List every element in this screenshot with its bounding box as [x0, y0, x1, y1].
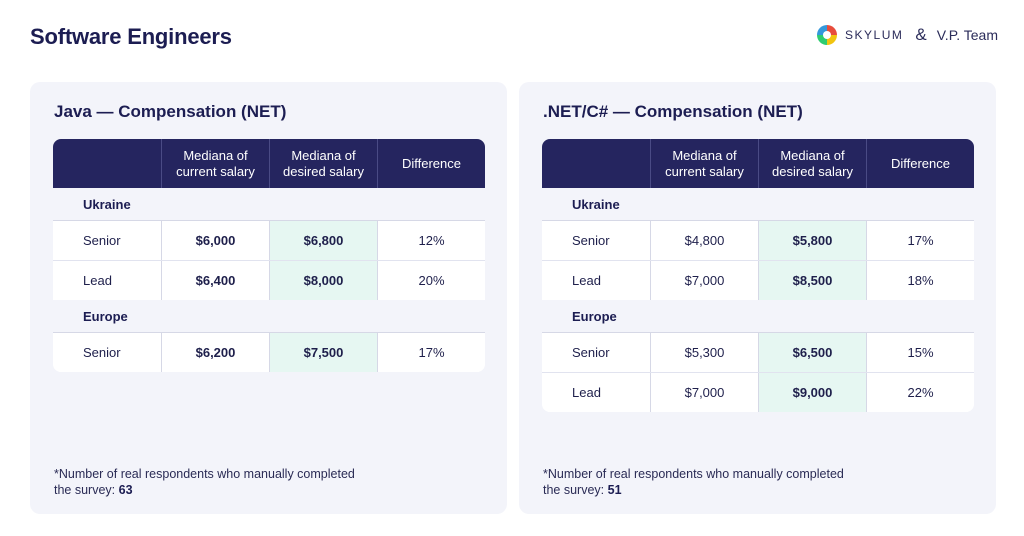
- table-header: Mediana of current salary Mediana of des…: [53, 139, 485, 188]
- table-row: Lead $7,000 $9,000 22%: [542, 372, 974, 412]
- region-ukraine: Ukraine: [542, 188, 974, 220]
- level-cell: Senior: [572, 233, 610, 248]
- brand-logos: SKYLUM & V.P. Team: [817, 24, 998, 46]
- page-title: Software Engineers: [30, 24, 232, 49]
- footnote-text: *Number of real respondents who manually…: [543, 467, 844, 497]
- header-desired-salary: Mediana of desired salary: [269, 139, 377, 188]
- level-cell: Lead: [83, 273, 112, 288]
- desired-salary-cell: $9,000: [758, 373, 866, 412]
- dotnet-footnote: *Number of real respondents who manually…: [543, 466, 863, 498]
- level-cell: Senior: [83, 345, 121, 360]
- table-row: Senior $6,000 $6,800 12%: [53, 220, 485, 260]
- region-europe: Europe: [542, 300, 974, 332]
- header-blank: [53, 139, 161, 188]
- respondent-count: 51: [607, 483, 622, 497]
- level-cell: Senior: [83, 233, 121, 248]
- desired-salary-cell: $6,800: [269, 221, 377, 260]
- header-difference: Difference: [866, 139, 974, 188]
- difference-cell: 17%: [866, 221, 974, 260]
- current-salary-cell: $7,000: [650, 261, 758, 300]
- region-ukraine: Ukraine: [53, 188, 485, 220]
- dotnet-card-title: .NET/C# — Compensation (NET): [543, 102, 803, 121]
- table-header: Mediana of current salary Mediana of des…: [542, 139, 974, 188]
- region-europe: Europe: [53, 300, 485, 332]
- ampersand: &: [915, 25, 927, 44]
- current-salary-cell: $5,300: [650, 333, 758, 372]
- header-current-salary: Mediana of current salary: [650, 139, 758, 188]
- java-card: Java — Compensation (NET) Mediana of cur…: [30, 82, 507, 514]
- vp-team-wordmark: V.P. Team: [936, 27, 998, 43]
- desired-salary-cell: $6,500: [758, 333, 866, 372]
- difference-cell: 20%: [377, 261, 485, 300]
- dotnet-compensation-table: Mediana of current salary Mediana of des…: [542, 139, 974, 412]
- difference-cell: 12%: [377, 221, 485, 260]
- level-cell: Lead: [572, 385, 601, 400]
- table-row: Senior $5,300 $6,500 15%: [542, 332, 974, 372]
- desired-salary-cell: $8,000: [269, 261, 377, 300]
- current-salary-cell: $6,200: [161, 333, 269, 372]
- level-cell: Lead: [572, 273, 601, 288]
- skylum-logo-icon: [817, 25, 838, 45]
- level-cell: Senior: [572, 345, 610, 360]
- respondent-count: 63: [118, 483, 133, 497]
- desired-salary-cell: $7,500: [269, 333, 377, 372]
- table-row: Senior $6,200 $7,500 17%: [53, 332, 485, 372]
- skylum-wordmark: SKYLUM: [845, 28, 904, 42]
- header-difference: Difference: [377, 139, 485, 188]
- header-current-salary: Mediana of current salary: [161, 139, 269, 188]
- dotnet-card: .NET/C# — Compensation (NET) Mediana of …: [519, 82, 996, 514]
- current-salary-cell: $7,000: [650, 373, 758, 412]
- table-row: Senior $4,800 $5,800 17%: [542, 220, 974, 260]
- header-desired-salary: Mediana of desired salary: [758, 139, 866, 188]
- current-salary-cell: $6,400: [161, 261, 269, 300]
- desired-salary-cell: $5,800: [758, 221, 866, 260]
- footnote-text: *Number of real respondents who manually…: [54, 467, 355, 497]
- java-footnote: *Number of real respondents who manually…: [54, 466, 374, 498]
- difference-cell: 17%: [377, 333, 485, 372]
- java-compensation-table: Mediana of current salary Mediana of des…: [53, 139, 485, 372]
- table-row: Lead $6,400 $8,000 20%: [53, 260, 485, 300]
- table-row: Lead $7,000 $8,500 18%: [542, 260, 974, 300]
- current-salary-cell: $6,000: [161, 221, 269, 260]
- current-salary-cell: $4,800: [650, 221, 758, 260]
- difference-cell: 18%: [866, 261, 974, 300]
- header-blank: [542, 139, 650, 188]
- desired-salary-cell: $8,500: [758, 261, 866, 300]
- difference-cell: 22%: [866, 373, 974, 412]
- difference-cell: 15%: [866, 333, 974, 372]
- java-card-title: Java — Compensation (NET): [54, 102, 287, 121]
